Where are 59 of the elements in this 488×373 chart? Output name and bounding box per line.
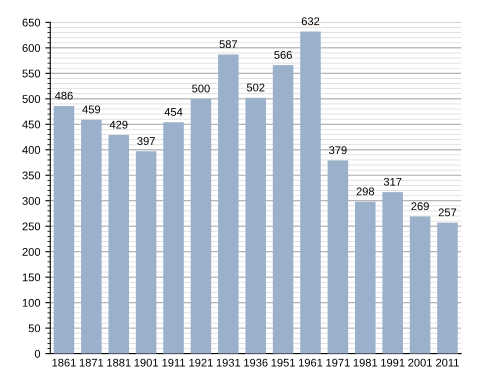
x-tick-label: 1871 (80, 358, 104, 367)
bar (190, 98, 212, 354)
y-tick-label: 350 (22, 172, 40, 180)
bar (382, 192, 403, 354)
x-tick-label: 1901 (134, 358, 158, 367)
data-label: 500 (192, 84, 210, 92)
y-tick-label: 200 (22, 248, 40, 256)
x-tick-label: 1981 (354, 358, 378, 367)
y-tick-label: 550 (22, 70, 40, 78)
data-label: 269 (411, 202, 429, 210)
data-label: 454 (164, 108, 182, 116)
y-tick-label: 300 (22, 197, 40, 205)
x-tick-label: 1961 (298, 358, 322, 367)
y-tick-label: 150 (22, 273, 40, 282)
x-tick-label: 1936 (244, 358, 268, 367)
bar (410, 216, 430, 354)
data-label: 379 (329, 146, 347, 154)
data-label: 459 (82, 105, 100, 114)
y-tick-label: 0 (34, 350, 40, 358)
y-tick-label: 450 (22, 120, 40, 128)
y-tick-label: 100 (22, 298, 40, 307)
bar (163, 122, 184, 354)
x-tick-label: 1951 (272, 358, 295, 367)
data-label: 317 (384, 178, 402, 186)
bar (328, 160, 348, 354)
data-label: 566 (274, 50, 292, 59)
data-label: 397 (137, 137, 155, 145)
y-tick-label: 500 (22, 95, 40, 103)
bar (245, 98, 266, 354)
data-label: 298 (356, 188, 374, 196)
bar (355, 202, 376, 354)
bar (136, 151, 156, 354)
x-tick-label: 1881 (107, 358, 131, 367)
data-label: 429 (110, 120, 128, 129)
x-tick-label: 1911 (162, 358, 185, 367)
x-tick-label: 1991 (381, 358, 404, 367)
x-tick-label: 2011 (436, 358, 459, 367)
data-label: 257 (438, 208, 456, 216)
bar (218, 54, 239, 354)
data-label: 632 (302, 17, 320, 26)
data-label: 502 (246, 84, 264, 92)
y-tick-label: 600 (22, 44, 40, 52)
x-tick-label: 1971 (326, 358, 350, 367)
x-tick-label: 1921 (189, 358, 213, 367)
y-tick-label: 650 (22, 18, 40, 27)
data-label: 486 (54, 92, 73, 100)
bar (81, 120, 102, 354)
x-tick-label: 2001 (408, 358, 432, 367)
bar (54, 106, 74, 354)
y-tick-label: 50 (28, 324, 40, 332)
x-tick-label: 1861 (52, 358, 76, 367)
bar (108, 134, 130, 354)
y-tick-label: 400 (22, 146, 40, 154)
x-tick-label: 1931 (216, 358, 240, 367)
bar (300, 32, 321, 354)
bar (437, 222, 458, 354)
y-tick-label: 250 (22, 222, 40, 230)
bar (272, 65, 294, 354)
data-label: 587 (219, 40, 238, 48)
